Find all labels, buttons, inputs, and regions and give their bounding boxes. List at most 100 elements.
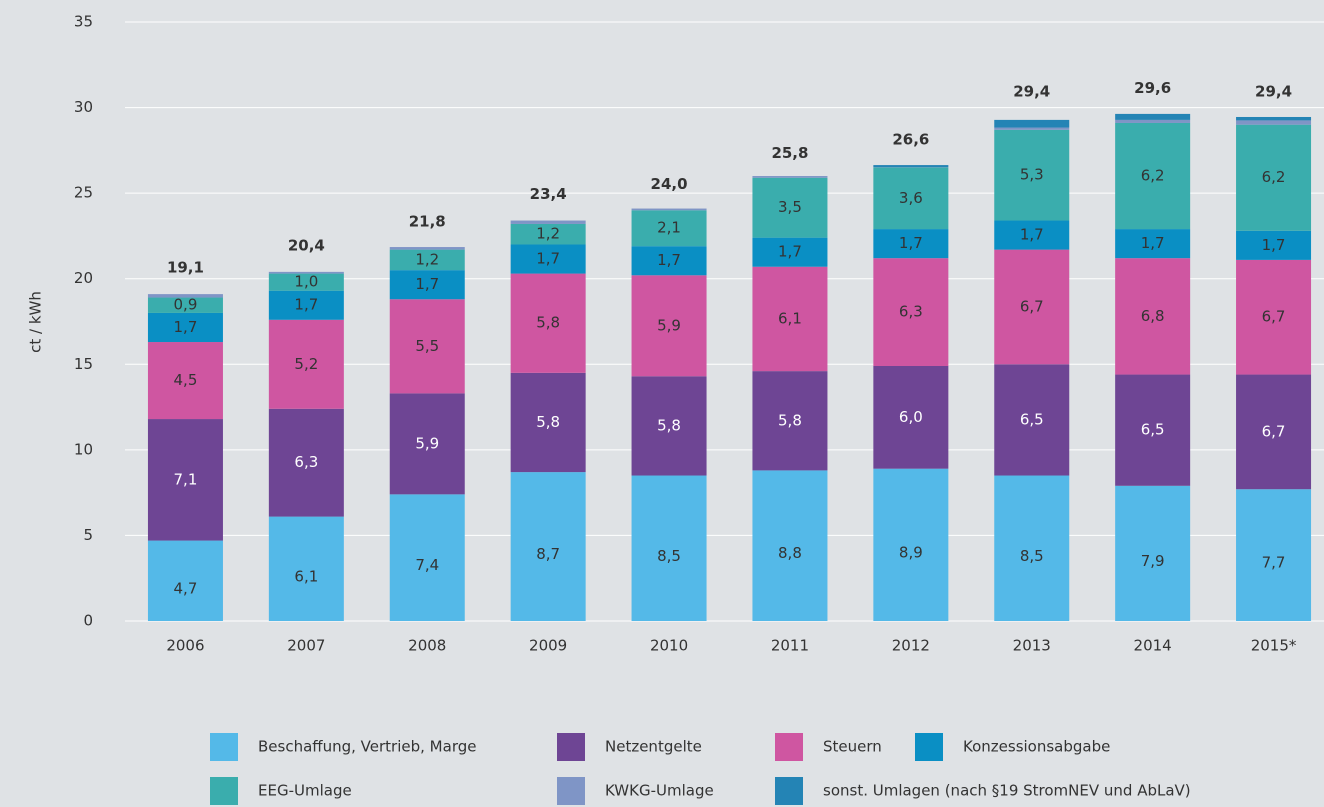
bar-segment: [1236, 116, 1312, 121]
legend-swatch: [210, 777, 238, 805]
value-label: 6,1: [294, 567, 318, 585]
legend-swatch: [915, 733, 943, 761]
value-label: 8,7: [536, 545, 560, 563]
bar-segment: [510, 220, 586, 224]
bar-segment: [147, 297, 223, 313]
value-label: 6,7: [1020, 297, 1044, 315]
bar-segment: [1115, 485, 1191, 621]
value-label: 1,7: [657, 251, 681, 269]
total-label: 24,0: [651, 175, 688, 193]
x-tick-label: 2015*: [1251, 637, 1297, 655]
bar-segment: [1115, 122, 1191, 230]
value-label: 5,2: [294, 355, 318, 373]
bar-segment: [147, 312, 223, 343]
bar-segment: [510, 244, 586, 274]
bar-segment: [631, 475, 707, 621]
value-label: 8,5: [657, 547, 681, 565]
value-label: 5,9: [415, 434, 439, 452]
value-label: 1,2: [415, 250, 439, 268]
bar-segment: [510, 273, 586, 373]
bar-segment: [510, 223, 586, 245]
value-label: 1,7: [899, 234, 923, 252]
y-tick-label: 0: [83, 612, 93, 630]
y-tick-label: 15: [74, 355, 93, 373]
value-label: 5,9: [657, 316, 681, 334]
value-label: 6,2: [1262, 168, 1286, 186]
x-tick-label: 2009: [529, 637, 567, 655]
y-tick-label: 30: [74, 98, 93, 116]
value-label: 1,7: [1141, 234, 1165, 252]
value-label: 5,8: [536, 413, 560, 431]
bar-segment: [631, 246, 707, 276]
bar-segment: [268, 516, 344, 621]
bar-segment: [510, 372, 586, 473]
x-tick-label: 2006: [166, 637, 204, 655]
bar-segment: [631, 275, 707, 377]
x-tick-label: 2013: [1013, 637, 1051, 655]
y-tick-label: 25: [74, 184, 93, 202]
bar-segment: [147, 342, 223, 420]
value-label: 5,8: [778, 411, 802, 429]
bar-segment: [389, 299, 465, 394]
value-label: 1,0: [294, 273, 318, 291]
legend-label: KWKG-Umlage: [605, 782, 714, 800]
bar-segment: [873, 165, 949, 168]
bar-segment: [994, 220, 1070, 250]
x-tick-label: 2007: [287, 637, 325, 655]
y-axis-label: ct / kWh: [27, 291, 45, 353]
value-label: 0,9: [174, 296, 198, 314]
value-label: 5,8: [536, 314, 560, 332]
bar-segment: [268, 408, 344, 517]
bar-segment: [147, 540, 223, 621]
value-label: 1,7: [174, 318, 198, 336]
bar-segment: [1236, 489, 1312, 621]
legend-label: Konzessionsabgabe: [963, 738, 1110, 756]
x-tick-label: 2008: [408, 637, 446, 655]
bar-segment: [268, 319, 344, 409]
bar-segment: [268, 273, 344, 291]
bar-segment: [1115, 119, 1191, 123]
value-label: 6,0: [899, 408, 923, 426]
value-label: 3,6: [899, 189, 923, 207]
bar-segment: [873, 167, 949, 230]
bar-segment: [1115, 229, 1191, 259]
bar-segment: [752, 371, 828, 471]
bar-segment: [1236, 374, 1312, 490]
legend-swatch: [775, 733, 803, 761]
total-label: 19,1: [167, 259, 204, 277]
total-label: 29,6: [1134, 79, 1171, 97]
value-label: 8,5: [1020, 547, 1044, 565]
bar-segment: [1115, 374, 1191, 486]
legend-swatch: [557, 777, 585, 805]
bar-segment: [147, 294, 223, 298]
value-label: 4,5: [174, 371, 198, 389]
bar-segment: [1236, 120, 1312, 125]
value-label: 5,3: [1020, 166, 1044, 184]
value-label: 8,8: [778, 544, 802, 562]
legend-swatch: [210, 733, 238, 761]
legend-swatch: [775, 777, 803, 805]
bar-segment: [1236, 124, 1312, 231]
value-label: 2,1: [657, 219, 681, 237]
bar-segment: [752, 176, 828, 178]
bar-segment: [389, 270, 465, 300]
bar-segment: [873, 258, 949, 366]
value-label: 6,5: [1020, 410, 1044, 428]
legend-label: sonst. Umlagen (nach §19 StromNEV und Ab…: [823, 782, 1191, 800]
value-label: 1,7: [1020, 226, 1044, 244]
total-label: 23,4: [530, 185, 567, 203]
value-label: 1,7: [1262, 236, 1286, 254]
x-tick-label: 2012: [892, 637, 930, 655]
value-label: 6,2: [1141, 167, 1165, 185]
value-label: 7,9: [1141, 552, 1165, 570]
bar-segment: [389, 249, 465, 271]
bar-segment: [631, 208, 707, 211]
value-label: 6,7: [1262, 422, 1286, 440]
bar-segment: [873, 365, 949, 469]
bar-segment: [752, 177, 828, 238]
bar-segment: [510, 472, 586, 621]
bar-segment: [1115, 113, 1191, 120]
value-label: 5,5: [415, 337, 439, 355]
bar-segment: [994, 119, 1070, 128]
